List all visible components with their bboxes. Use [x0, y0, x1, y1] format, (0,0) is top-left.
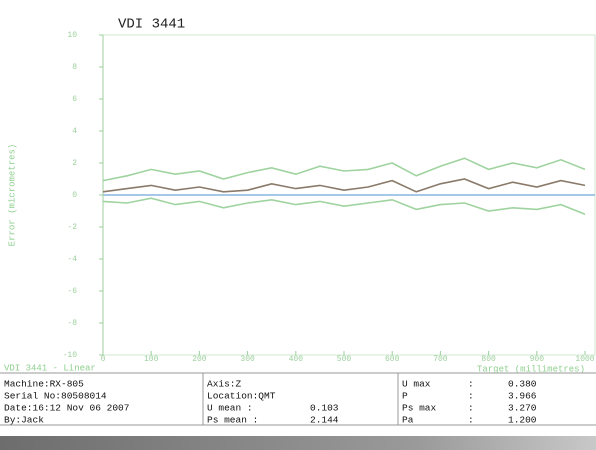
series-line	[102, 178, 586, 193]
report-box	[0, 372, 596, 426]
report-value: 0.103	[310, 403, 339, 414]
y-tick-label: 10	[67, 31, 77, 40]
x-tick-label: 200	[192, 355, 207, 364]
x-tick-label: 300	[240, 355, 255, 364]
report-label: U max	[402, 379, 431, 390]
report-text: Serial No:80508014	[4, 391, 107, 402]
report-value: 3.966	[508, 391, 537, 402]
report-sep: :	[468, 415, 474, 426]
y-tick-label: 0	[72, 191, 77, 200]
report-value: 2.144	[310, 415, 339, 426]
y-tick-label: -8	[67, 319, 77, 328]
chart-title: VDI 3441	[118, 17, 185, 33]
report-label: Ps mean :	[207, 415, 258, 426]
x-tick-label: 900	[530, 355, 545, 364]
report-sep: :	[468, 403, 474, 414]
report-label: Pa	[402, 415, 414, 426]
x-tick-label: 400	[289, 355, 304, 364]
report-value: 3.270	[508, 403, 537, 414]
report-value: 1.200	[508, 415, 537, 426]
x-tick-label: 100	[144, 355, 159, 364]
report-text: Date:16:12 Nov 06 2007	[4, 403, 129, 414]
bottom-strip	[0, 436, 596, 450]
y-tick-label: -10	[63, 351, 78, 360]
report-label: Axis:Z	[207, 379, 242, 390]
series-line	[102, 197, 586, 215]
report-text: Machine:RX-805	[4, 379, 84, 390]
report-text: By:Jack	[4, 415, 44, 426]
report-sep: :	[468, 379, 474, 390]
x-tick-label: 600	[385, 355, 400, 364]
x-tick-label: 0	[101, 355, 106, 364]
report-label: Location:QMT	[207, 391, 276, 402]
y-tick-label: -6	[67, 287, 77, 296]
y-tick-label: 2	[72, 159, 77, 168]
x-tick-label: 800	[481, 355, 496, 364]
y-tick-label: 4	[72, 127, 77, 136]
report-value: 0.380	[508, 379, 537, 390]
report-label: U mean :	[207, 403, 253, 414]
report-label: P	[402, 391, 408, 402]
y-tick-label: -4	[67, 255, 77, 264]
report-heading: VDI 3441 - Linear	[4, 363, 96, 373]
y-tick-label: 6	[72, 95, 77, 104]
y-tick-label: 8	[72, 63, 77, 72]
x-tick-label: 700	[433, 355, 448, 364]
x-axis-label: Target (millimetres)	[477, 364, 585, 374]
report-label: Ps max	[402, 403, 437, 414]
series-line	[102, 157, 586, 182]
y-tick-label: -2	[67, 223, 77, 232]
x-tick-label: 500	[337, 355, 352, 364]
x-tick-label: 1000	[575, 355, 594, 364]
report-sep: :	[468, 391, 474, 402]
y-axis-label: Error (micrometres)	[7, 144, 17, 247]
